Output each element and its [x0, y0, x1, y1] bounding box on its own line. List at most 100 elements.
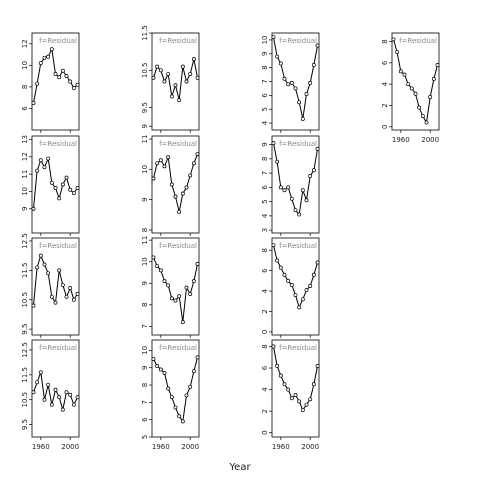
data-point [420, 114, 425, 119]
data-point [297, 212, 302, 217]
data-point [195, 152, 200, 157]
data-point [275, 363, 280, 368]
y-tick-label: 13 [21, 135, 29, 144]
data-point [38, 253, 43, 258]
data-point [158, 367, 163, 372]
data-point [173, 83, 178, 88]
panel-frame [31, 135, 80, 234]
data-point [304, 92, 309, 96]
y-tick-label: 10.5 [21, 392, 29, 408]
data-point [177, 98, 182, 103]
data-point [188, 173, 193, 178]
panel-frame [31, 339, 80, 438]
y-tick-label: 5 [261, 199, 269, 203]
data-point [71, 191, 76, 196]
data-point [155, 161, 160, 166]
data-point [42, 262, 47, 267]
series-line [153, 154, 198, 212]
data-point [169, 296, 174, 301]
data-point [38, 61, 43, 66]
data-point [38, 370, 43, 375]
y-tick-label: 10 [141, 257, 149, 266]
data-point [64, 175, 69, 180]
y-tick-label: 8 [261, 157, 269, 161]
data-point [151, 357, 156, 362]
y-tick-label: 10.5 [141, 63, 149, 79]
data-point [424, 120, 429, 125]
data-point [162, 164, 167, 169]
data-point [297, 100, 302, 105]
data-point [49, 402, 54, 407]
y-tick-label: 11.5 [21, 367, 29, 383]
data-point [180, 64, 185, 69]
data-point [158, 158, 163, 163]
data-point [402, 72, 407, 77]
y-tick-label: 0 [261, 330, 269, 334]
panel-0-0: f=Residual 6 8 10 12 [21, 32, 80, 133]
panel-strip-label: f=Residual [279, 37, 317, 45]
y-tick-label: 9 [141, 281, 149, 285]
y-tick-label: 4 [261, 120, 269, 125]
data-point [315, 363, 320, 368]
data-point [42, 165, 47, 170]
data-point [188, 292, 193, 296]
data-point [188, 72, 193, 76]
data-point [173, 194, 178, 199]
data-point [60, 68, 65, 73]
data-point [191, 279, 196, 284]
data-point [315, 260, 320, 265]
data-point [166, 155, 171, 160]
y-tick-label: 10 [261, 35, 269, 44]
data-point [46, 382, 51, 387]
panel-frame [271, 237, 320, 336]
y-tick-label: 9.5 [21, 419, 29, 430]
panel-strip-label: f=Residual [279, 242, 317, 250]
data-point [428, 95, 433, 99]
y-tick-label: 9 [141, 197, 149, 201]
y-tick-label: 6 [261, 365, 269, 370]
panel-frame [151, 32, 200, 131]
y-tick-label: 8 [261, 344, 269, 348]
y-tick-label: 6 [141, 417, 149, 422]
data-point [53, 72, 58, 76]
y-tick-label: 4 [261, 387, 269, 392]
y-tick-label: 8 [381, 39, 389, 43]
data-point [431, 76, 436, 81]
data-point [173, 405, 178, 410]
y-tick-label: 8 [261, 248, 269, 252]
y-tick-label: 10 [21, 187, 29, 196]
y-tick-label: 5 [261, 107, 269, 111]
y-tick-label: 7 [141, 324, 149, 328]
x-tick-label: 2000 [61, 443, 79, 451]
panel-1-1: f=Residual 8 9 10 11 [141, 135, 200, 236]
y-tick-label: 9 [141, 124, 149, 128]
data-point [315, 43, 320, 48]
y-tick-label: 8 [21, 85, 29, 89]
panel-2-1: f=Residual 7 8 9 10 11 [141, 236, 200, 338]
data-point [68, 392, 73, 397]
data-point [35, 380, 40, 385]
data-point [71, 86, 76, 90]
y-tick-label: 8 [141, 228, 149, 232]
y-tick-label: 12.5 [21, 233, 29, 249]
data-point [42, 55, 47, 60]
data-point [311, 62, 316, 67]
y-tick-label: 11.5 [21, 263, 29, 279]
data-point [289, 80, 294, 85]
data-point [177, 209, 182, 214]
y-tick-label: 11.5 [141, 25, 149, 41]
data-point [289, 396, 294, 401]
panel-frame [31, 32, 80, 131]
data-point [49, 47, 54, 52]
y-tick-label: 9 [261, 52, 269, 56]
data-point [60, 407, 65, 412]
data-point [293, 86, 298, 91]
panel-3-1: f=Residual 5 6 7 8 9 10 1960 2000 [141, 339, 200, 451]
data-point [275, 159, 280, 164]
data-point [35, 81, 40, 86]
data-point [68, 79, 73, 84]
data-point [53, 186, 58, 190]
data-point [286, 278, 291, 283]
data-point [53, 300, 58, 305]
panel-strip-label: f=Residual [279, 344, 317, 352]
